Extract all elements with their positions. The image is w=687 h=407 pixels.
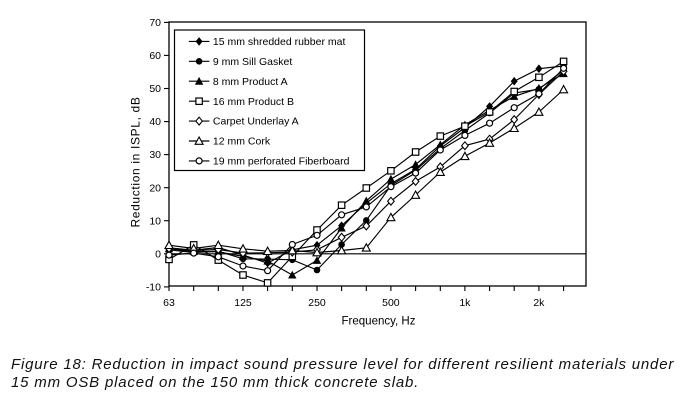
svg-text:250: 250 [308, 297, 326, 309]
svg-text:125: 125 [234, 297, 252, 309]
svg-text:0: 0 [155, 248, 161, 260]
svg-text:-10: -10 [146, 282, 161, 294]
svg-text:Frequency, Hz: Frequency, Hz [342, 316, 416, 328]
svg-text:19 mm perforated Fiberboard: 19 mm perforated Fiberboard [213, 156, 350, 168]
svg-text:10: 10 [149, 215, 161, 227]
svg-text:500: 500 [382, 297, 400, 309]
svg-text:9 mm Sill Gasket: 9 mm Sill Gasket [213, 56, 292, 68]
svg-text:20: 20 [149, 182, 161, 194]
svg-text:2k: 2k [533, 297, 545, 309]
svg-text:Reduction in ISPL, dB: Reduction in ISPL, dB [129, 96, 143, 227]
svg-text:15 mm shredded rubber mat: 15 mm shredded rubber mat [213, 36, 346, 48]
svg-text:30: 30 [149, 149, 161, 161]
svg-text:70: 70 [149, 17, 161, 29]
svg-text:40: 40 [149, 116, 161, 128]
svg-text:50: 50 [149, 83, 161, 95]
svg-text:63: 63 [163, 297, 175, 309]
svg-text:8 mm Product A: 8 mm Product A [213, 76, 288, 88]
svg-text:60: 60 [149, 50, 161, 62]
svg-text:Carpet Underlay A: Carpet Underlay A [213, 116, 299, 128]
svg-text:12 mm Cork: 12 mm Cork [213, 136, 271, 148]
svg-text:1k: 1k [459, 297, 471, 309]
svg-text:16 mm Product B: 16 mm Product B [213, 96, 294, 108]
